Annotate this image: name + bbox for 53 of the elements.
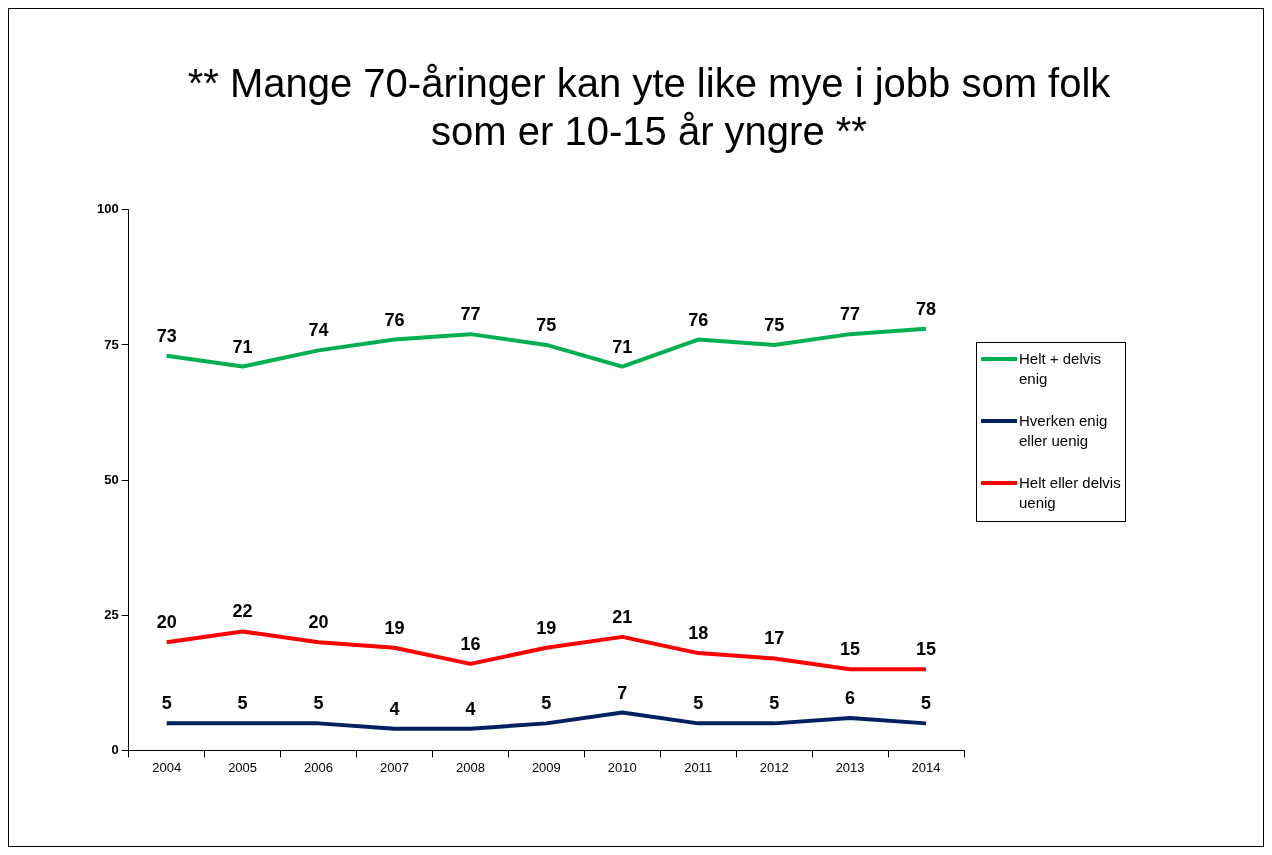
data-label: 78 [916,298,937,319]
x-tick-label: 2010 [607,759,637,775]
y-tick-label: 50 [104,471,119,487]
x-tick-label: 2004 [152,759,182,775]
data-label: 71 [612,336,633,357]
y-tick-label: 25 [104,606,119,622]
chart-title: ** Mange 70-åringer kan yte like mye i jobb som folk som er 10-15 år yngre ** [186,60,1112,155]
y-tick-label: 100 [96,201,119,217]
data-label: 22 [232,601,253,622]
data-label: 6 [845,687,856,708]
data-label: 76 [384,309,405,330]
data-label: 5 [769,693,780,714]
data-label: 4 [389,698,400,719]
data-label: 77 [460,304,481,325]
x-tick-label: 2012 [759,759,789,775]
data-label: 71 [232,336,253,357]
data-label: 5 [693,693,704,714]
y-tick-label: 0 [111,741,119,757]
data-label: 15 [840,639,861,660]
data-label: 20 [156,612,177,633]
data-label: 73 [156,325,177,346]
x-tick-label: 2011 [684,759,713,775]
data-label: 4 [465,698,476,719]
data-label: 19 [536,617,557,638]
data-label: 75 [536,314,557,335]
data-label: 5 [541,693,552,714]
data-label: 18 [688,623,709,644]
x-tick-label: 2009 [531,759,561,775]
data-label: 15 [916,639,937,660]
x-tick-label: 2007 [380,759,409,775]
data-label: 20 [308,612,329,633]
data-label: 74 [308,320,329,341]
data-label: 7 [617,682,628,703]
legend-label: Hverken enig eller uenig [1019,411,1109,451]
x-tick-label: 2013 [835,759,865,775]
data-label: 16 [460,633,481,654]
y-tick-label: 75 [104,336,119,352]
data-label: 17 [764,628,785,649]
legend-label: Helt + delvis enig [1019,349,1103,389]
x-tick-label: 2008 [455,759,485,775]
legend-label: Helt eller delvis uenig [1019,473,1121,513]
x-tick-label: 2006 [304,759,333,775]
data-label: 5 [161,693,172,714]
data-label: 5 [921,693,932,714]
data-label: 5 [237,693,248,714]
data-label: 5 [313,693,324,714]
data-label: 19 [384,617,405,638]
data-label: 75 [764,314,785,335]
x-tick-label: 2014 [911,759,941,775]
x-tick-label: 2005 [228,759,258,775]
data-label: 77 [840,304,861,325]
data-label: 21 [612,606,633,627]
data-label: 76 [688,309,709,330]
